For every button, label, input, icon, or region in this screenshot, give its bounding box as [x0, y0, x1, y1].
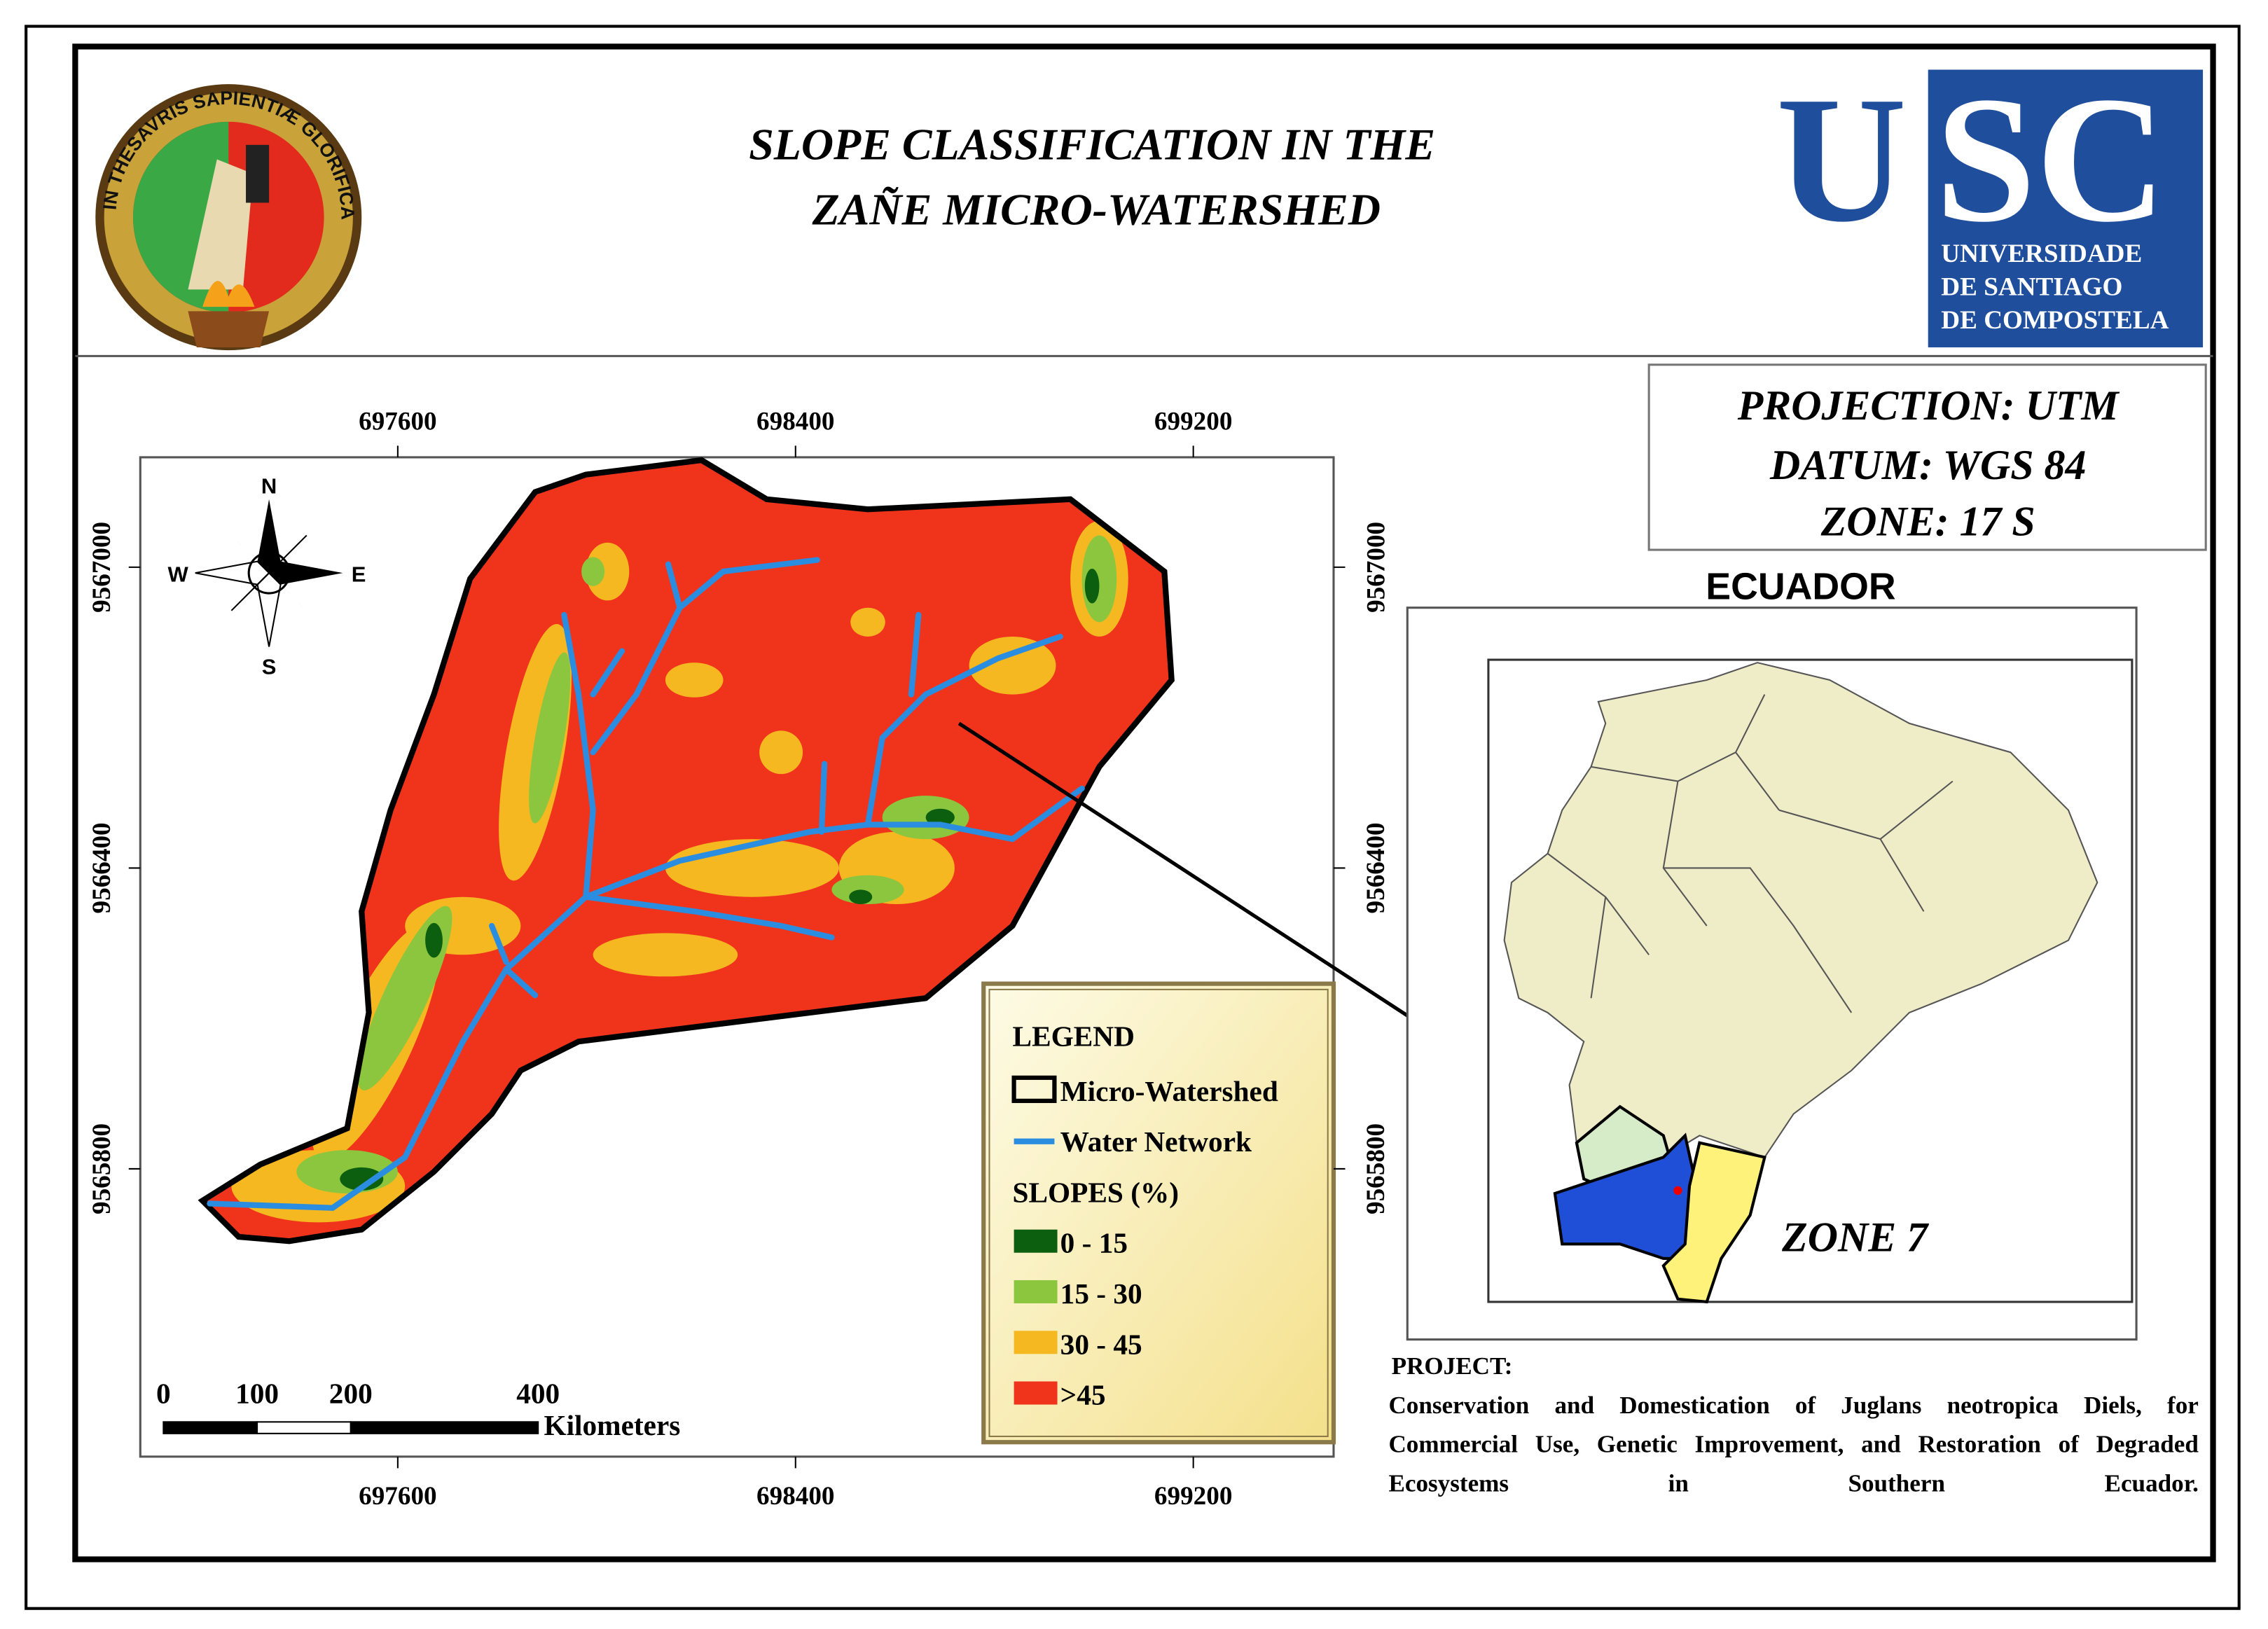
- inner-frame: [72, 43, 2216, 1562]
- usc-sc: SC: [1935, 59, 2166, 259]
- y-tick-label: 9565800: [88, 1123, 116, 1214]
- scale-label: 100: [235, 1377, 279, 1409]
- x-tick-label: 699200: [1154, 1482, 1232, 1511]
- legend-swatch: [1014, 1331, 1058, 1354]
- legend-label: 0 - 15: [1060, 1227, 1128, 1259]
- scale-label: 200: [329, 1377, 373, 1409]
- usc-logo: U SC UNIVERSIDADE DE SANTIAGO DE COMPOST…: [1776, 59, 2204, 347]
- water-network: [207, 557, 1085, 1211]
- legend-classes: 0 - 15 15 - 30 30 - 45 >45: [1014, 1227, 1142, 1411]
- scale-bar: 0 100 200 400: [156, 1377, 560, 1434]
- inset-title: ECUADOR: [1706, 565, 1895, 607]
- title-line: ZAÑE MICRO-WATERSHED: [812, 184, 1381, 234]
- scale-segment: [163, 1421, 258, 1434]
- usc-line: DE COMPOSTELA: [1941, 306, 2169, 335]
- legend-slopes-title: SLOPES (%): [1013, 1176, 1180, 1209]
- legend-swatch: [1014, 1381, 1058, 1405]
- y-tick-label: 9566400: [88, 822, 116, 913]
- legend-label: Water Network: [1060, 1125, 1252, 1158]
- x-tick-label: 699200: [1154, 408, 1232, 436]
- y-tick-label: 9566400: [1362, 822, 1390, 913]
- scale-segment: [350, 1421, 539, 1434]
- compass-rose: N E S W: [168, 474, 366, 679]
- scale-label: 0: [156, 1377, 171, 1409]
- usc-line: DE SANTIAGO: [1941, 273, 2122, 302]
- zone: ZONE: 17 S: [1820, 498, 2035, 544]
- y-tick-label: 9567000: [1362, 522, 1390, 613]
- project-box: Conservation and Domestication of Juglan…: [1388, 1391, 2199, 1497]
- scale-unit: Kilometers: [544, 1409, 680, 1441]
- compass-label: N: [261, 474, 277, 499]
- legend-label: 30 - 45: [1060, 1328, 1142, 1360]
- seal: IN THESAVRIS SAPIENTIÆ GLORIFICATIO VITÆ: [0, 0, 362, 351]
- compass-label: E: [352, 562, 366, 587]
- usc-u: U: [1776, 59, 1907, 259]
- project-title: PROJECT:: [1392, 1352, 1513, 1380]
- legend-label: >45: [1060, 1379, 1106, 1411]
- compass-label: S: [262, 655, 277, 679]
- legend-swatch: [1014, 1280, 1058, 1303]
- x-tick-label: 698400: [756, 408, 834, 436]
- scale-segment: [256, 1421, 352, 1434]
- y-tick-label: 9567000: [88, 522, 116, 613]
- project-text: Conservation and Domestication of Juglan…: [1388, 1391, 2199, 1497]
- legend-inner: [988, 988, 1329, 1438]
- watershed-outline: [198, 457, 1175, 1245]
- zone-label: ZONE 7: [1781, 1214, 1929, 1261]
- scale-label: 400: [516, 1377, 560, 1409]
- outer-frame: [25, 25, 2241, 1610]
- title-line: SLOPE CLASSIFICATION IN THE: [749, 120, 1435, 169]
- legend-box: [981, 981, 1336, 1445]
- datum: DATUM: WGS 84: [1769, 442, 2086, 488]
- legend-title: LEGEND: [1013, 1020, 1135, 1052]
- usc-line: UNIVERSIDADE: [1941, 240, 2142, 268]
- ecuador-map: [1503, 662, 2098, 1304]
- x-tick-label: 698400: [756, 1482, 834, 1511]
- x-tick-label: 697600: [359, 1482, 436, 1511]
- x-tick-label: 697600: [359, 408, 436, 436]
- projection: PROJECTION: UTM: [1737, 382, 2120, 429]
- coordinate-ticks: 697600 697600 698400 698400 699200 699200 9567…: [88, 408, 1390, 1511]
- legend-watershed-swatch: [1011, 1075, 1057, 1103]
- legend-label: 15 - 30: [1060, 1277, 1142, 1310]
- y-tick-label: 9565800: [1362, 1123, 1390, 1214]
- legend-swatch: [1014, 1229, 1058, 1253]
- legend-label: Micro-Watershed: [1060, 1075, 1278, 1107]
- projection-box: [1647, 363, 2207, 551]
- compass-label: W: [168, 562, 189, 587]
